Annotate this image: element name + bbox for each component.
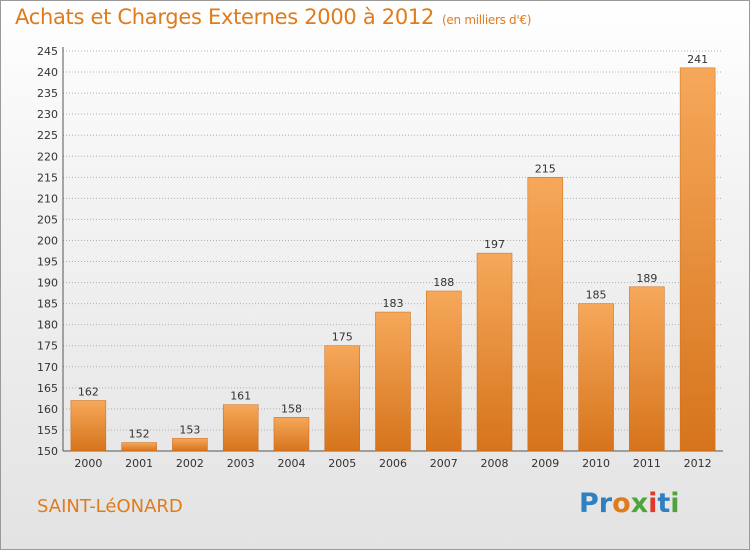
x-tick-label: 2004 xyxy=(277,457,305,470)
x-tick-label: 2012 xyxy=(684,457,712,470)
bar xyxy=(476,252,513,452)
commune-name: SAINT-LéONARD xyxy=(37,496,183,517)
y-tick-label: 210 xyxy=(37,192,58,205)
x-tick-label: 2005 xyxy=(328,457,356,470)
bar-value-label: 162 xyxy=(78,385,99,398)
y-tick-label: 220 xyxy=(37,150,58,163)
bar-value-label: 189 xyxy=(636,272,657,285)
y-tick-label: 150 xyxy=(37,445,58,458)
y-tick-label: 235 xyxy=(37,87,58,100)
bar-value-label: 153 xyxy=(179,423,200,436)
x-tick-label: 2008 xyxy=(481,457,509,470)
y-tick-label: 245 xyxy=(37,45,58,58)
y-tick-label: 240 xyxy=(37,66,58,79)
y-tick-label: 225 xyxy=(37,129,58,142)
y-tick-label: 165 xyxy=(37,382,58,395)
y-tick-label: 160 xyxy=(37,403,58,416)
bar-value-label: 197 xyxy=(484,238,505,251)
bar-value-label: 215 xyxy=(535,162,556,175)
x-tick-label: 2010 xyxy=(582,457,610,470)
y-tick-label: 200 xyxy=(37,234,58,247)
bar xyxy=(527,177,564,452)
x-tick-label: 2009 xyxy=(531,457,559,470)
x-tick-label: 2003 xyxy=(227,457,255,470)
y-tick-label: 175 xyxy=(37,340,58,353)
x-tick-label: 2007 xyxy=(430,457,458,470)
bar xyxy=(324,345,360,452)
y-tick-label: 205 xyxy=(37,213,58,226)
y-tick-label: 170 xyxy=(37,361,58,374)
bar xyxy=(375,311,411,452)
bar xyxy=(222,404,259,452)
y-tick-label: 230 xyxy=(37,108,58,121)
y-tick-label: 155 xyxy=(37,424,58,437)
y-tick-label: 195 xyxy=(37,256,58,269)
x-tick-label: 2001 xyxy=(125,457,153,470)
y-tick-label: 190 xyxy=(37,277,58,290)
bar-value-label: 188 xyxy=(433,276,454,289)
y-tick-label: 180 xyxy=(37,319,58,332)
bar xyxy=(172,438,208,452)
x-tick-label: 2000 xyxy=(74,457,102,470)
bar xyxy=(578,303,614,452)
bar-value-label: 185 xyxy=(586,289,607,302)
y-tick-label: 215 xyxy=(37,171,58,184)
bar xyxy=(679,67,716,452)
x-tick-label: 2002 xyxy=(176,457,204,470)
bar-value-label: 183 xyxy=(383,297,404,310)
x-tick-label: 2006 xyxy=(379,457,407,470)
x-tick-label: 2011 xyxy=(633,457,661,470)
bar xyxy=(629,286,665,452)
proxiti-logo: Proxiti xyxy=(579,488,680,519)
chart-subtitle: (en milliers d'€) xyxy=(442,13,532,27)
y-tick-label: 185 xyxy=(37,298,58,311)
bar-value-label: 241 xyxy=(687,53,708,66)
chart-title: Achats et Charges Externes 2000 à 2012 (e… xyxy=(15,5,531,29)
bar-value-label: 152 xyxy=(129,428,150,441)
bar-value-label: 175 xyxy=(332,331,353,344)
bar-value-label: 161 xyxy=(230,390,251,403)
bar-value-label: 158 xyxy=(281,402,302,415)
bar xyxy=(70,400,107,452)
bar xyxy=(426,290,462,452)
chart-title-text: Achats et Charges Externes 2000 à 2012 xyxy=(15,5,435,29)
bar xyxy=(121,442,157,452)
bar xyxy=(273,417,310,452)
